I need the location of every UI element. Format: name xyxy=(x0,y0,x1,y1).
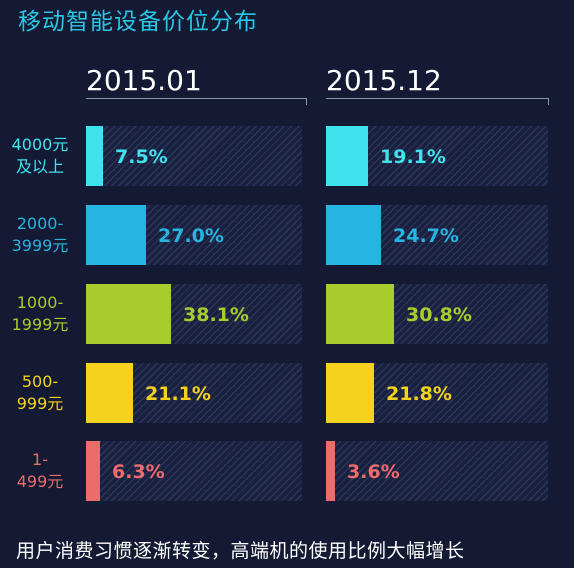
period-label-2015.01: 2015.01 xyxy=(86,64,202,97)
bar xyxy=(86,126,103,186)
bar xyxy=(326,205,381,265)
data-label: 24.7% xyxy=(393,225,459,247)
bar xyxy=(326,126,368,186)
data-label: 27.0% xyxy=(158,225,224,247)
chart-footnote: 用户消费习惯逐渐转变，高端机的使用比例大幅增长 xyxy=(16,540,465,562)
bar xyxy=(326,363,374,423)
category-label-line: 2000- xyxy=(16,214,64,233)
category-label: 500- 999元 xyxy=(0,371,80,415)
category-label-line: 1000- xyxy=(16,293,64,312)
data-label: 30.8% xyxy=(406,304,472,326)
data-label: 21.8% xyxy=(386,383,452,405)
bar-track xyxy=(326,441,548,501)
bar xyxy=(86,205,146,265)
category-label: 1- 499元 xyxy=(0,449,80,493)
bar xyxy=(86,441,100,501)
data-label: 7.5% xyxy=(115,146,168,168)
bar-track xyxy=(86,126,302,186)
data-label: 3.6% xyxy=(347,461,400,483)
period-bracket xyxy=(326,98,549,105)
category-label: 4000元及以上 xyxy=(0,134,80,178)
period-label-2015.12: 2015.12 xyxy=(326,64,442,97)
data-label: 19.1% xyxy=(380,146,446,168)
category-label-line: 4000元 xyxy=(11,135,69,154)
bar xyxy=(86,363,133,423)
bar xyxy=(86,284,171,344)
chart-title: 移动智能设备价位分布 xyxy=(18,9,258,35)
category-label-line: 1999元 xyxy=(11,315,69,334)
category-label: 2000- 3999元 xyxy=(0,213,80,257)
data-label: 21.1% xyxy=(145,383,211,405)
data-label: 6.3% xyxy=(112,461,165,483)
data-label: 38.1% xyxy=(183,304,249,326)
category-label-line: 999元 xyxy=(16,394,64,413)
category-label: 1000- 1999元 xyxy=(0,292,80,336)
category-label-line: 499元 xyxy=(16,472,64,491)
bar-track xyxy=(86,441,302,501)
category-label-line: 500- xyxy=(21,372,59,391)
category-label-line: 3999元 xyxy=(11,236,69,255)
bar xyxy=(326,284,394,344)
category-label-line: 1- xyxy=(32,450,48,469)
bar xyxy=(326,441,335,501)
period-bracket xyxy=(86,98,307,105)
category-label-line: 及以上 xyxy=(15,157,64,176)
